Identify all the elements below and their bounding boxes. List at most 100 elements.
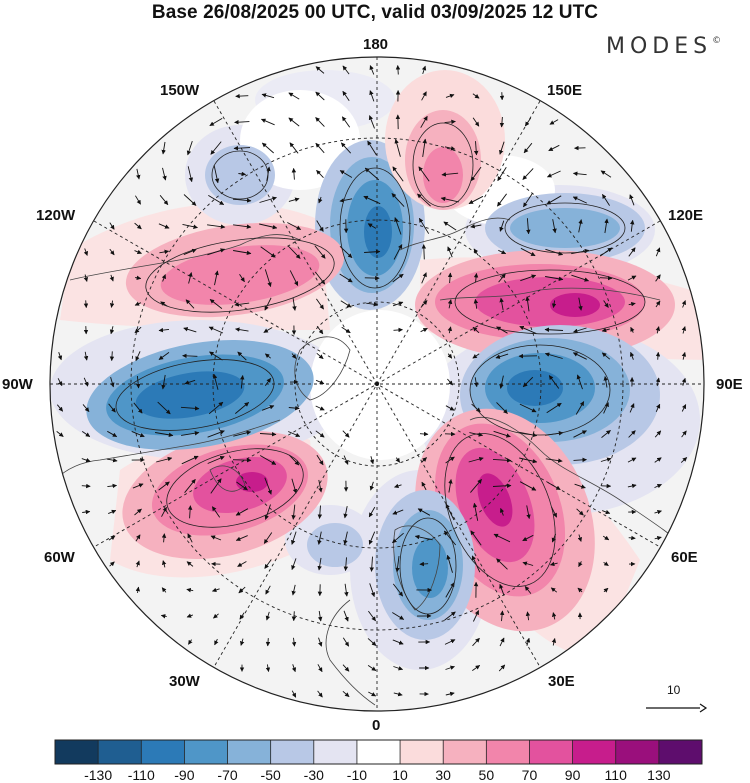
wind-vector — [599, 275, 613, 281]
wind-vector — [603, 300, 609, 308]
colorbar-tick-label: -30 — [303, 767, 324, 783]
wind-vector — [575, 401, 585, 415]
wind-vector — [525, 637, 531, 646]
wind-vector — [573, 327, 587, 333]
wind-vector — [259, 196, 277, 203]
wind-vector — [472, 117, 480, 127]
wind-vector — [497, 193, 507, 207]
wind-vector — [318, 196, 323, 204]
wind-vector — [287, 222, 302, 230]
wind-vector — [135, 351, 141, 362]
wind-vector — [444, 639, 456, 645]
wind-vector — [134, 508, 142, 516]
wind-vector — [414, 534, 433, 541]
colorbar-tick-label: -70 — [217, 767, 238, 783]
wind-vector — [498, 249, 507, 255]
wind-vector — [209, 299, 223, 309]
wind-vector — [629, 351, 635, 360]
wind-vector — [342, 637, 350, 647]
wind-vector — [341, 326, 351, 334]
wind-vector — [680, 457, 688, 463]
flow-contours — [115, 122, 646, 615]
wind-vector — [207, 248, 226, 256]
wind-vector — [56, 404, 64, 412]
wind-vector — [210, 478, 222, 494]
wind-vector — [109, 274, 114, 282]
colorbar-swatch — [184, 740, 228, 764]
wind-vector — [134, 326, 142, 334]
wind-vector — [240, 375, 245, 389]
wind-vector — [233, 224, 252, 229]
wind-vector — [288, 117, 300, 127]
wind-vector — [572, 171, 587, 176]
wind-vector — [421, 481, 427, 491]
wind-vector — [602, 509, 611, 515]
wind-vector — [315, 430, 325, 438]
wind-vector — [364, 167, 380, 181]
wind-vector — [318, 479, 323, 493]
wind-vector — [654, 457, 662, 463]
wind-vector — [183, 327, 197, 333]
colorbar-swatch — [400, 740, 444, 764]
wind-vector — [160, 614, 167, 619]
wind-vector — [81, 431, 91, 437]
wind-vector — [239, 638, 245, 646]
wind-vector — [316, 169, 324, 179]
wind-vector — [472, 637, 480, 647]
pos-east-siberia — [385, 70, 505, 210]
wind-vector — [211, 506, 221, 518]
wind-vector — [183, 194, 197, 206]
wind-vector — [628, 301, 636, 307]
wind-vector — [420, 300, 428, 308]
wind-vector — [552, 219, 557, 234]
wind-vector — [234, 119, 250, 125]
wind-vector — [493, 430, 511, 438]
wind-vector — [238, 171, 247, 177]
wind-vector — [576, 508, 584, 516]
wind-vector — [109, 300, 115, 308]
colorbar-swatch — [529, 740, 573, 764]
wind-vectors — [56, 65, 688, 698]
wind-vector — [495, 353, 509, 359]
wind-vector — [135, 275, 142, 281]
wind-vector — [291, 690, 297, 698]
wind-vector — [56, 431, 64, 437]
wind-vector — [288, 197, 300, 202]
wind-vector — [259, 455, 277, 465]
wind-vector — [259, 432, 277, 437]
lon-label-60w: 60W — [44, 549, 75, 566]
lon-label-150w: 150W — [160, 82, 200, 99]
wind-vector — [601, 352, 611, 360]
colorbar-tick-label: -50 — [260, 767, 281, 783]
lon-label-180: 180 — [363, 36, 389, 53]
wind-vector — [603, 561, 609, 566]
lon-label-90e: 90E — [716, 376, 743, 393]
wind-vector — [546, 402, 562, 414]
colorbar-swatch — [270, 740, 315, 764]
wind-vector — [522, 168, 534, 180]
wind-vector — [159, 195, 169, 206]
wind-vector — [443, 530, 457, 546]
wind-vector — [185, 299, 195, 309]
wind-vector — [629, 194, 635, 206]
wind-vector — [316, 325, 324, 335]
wind-vector — [315, 91, 325, 101]
wind-vector — [183, 248, 197, 256]
wind-vector — [158, 327, 170, 333]
wind-vector — [288, 92, 300, 100]
wind-vector — [265, 585, 271, 595]
wind-vector — [445, 665, 455, 670]
wind-vector — [239, 612, 245, 620]
wind-vector — [421, 244, 427, 260]
logo-text: MODES — [606, 34, 713, 59]
wind-vector — [259, 223, 278, 230]
wind-vector — [600, 457, 612, 462]
wind-vector — [288, 454, 300, 466]
wind-vector — [628, 430, 636, 438]
wind-vector — [214, 638, 219, 646]
lon-label-60e: 60E — [671, 549, 698, 566]
wind-vector — [444, 611, 456, 621]
wind-vector — [681, 300, 686, 308]
wind-vector — [367, 638, 377, 646]
wind-vector — [366, 302, 379, 307]
